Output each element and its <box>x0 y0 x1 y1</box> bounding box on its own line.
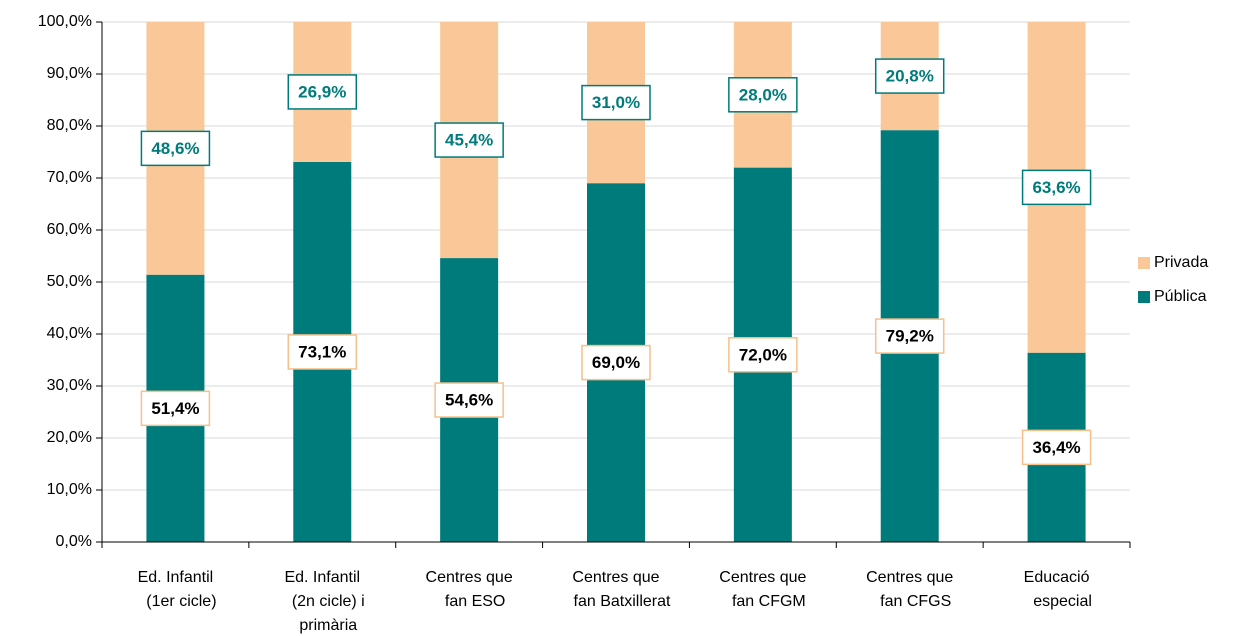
value-label: 26,9% <box>298 82 346 101</box>
value-label-box <box>728 77 798 113</box>
y-tick-label: 90,0% <box>47 65 92 82</box>
x-tick-label: Centres que fan CFGS <box>866 569 953 610</box>
x-tick-label: Centres que fan ESO <box>426 569 513 610</box>
y-tick-label: 70,0% <box>47 169 92 186</box>
value-label-box <box>140 130 211 167</box>
value-label: 36,4% <box>1032 438 1080 457</box>
legend-label: Privada <box>1154 254 1208 271</box>
value-label-box <box>287 334 358 370</box>
y-tick-label: 100,0% <box>38 13 92 30</box>
value-label-box <box>874 318 945 354</box>
value-label-box <box>1021 429 1092 466</box>
value-label: 79,2% <box>886 327 934 346</box>
legend-label: Pública <box>1154 288 1207 305</box>
value-label: 51,4% <box>151 399 199 418</box>
value-label-box <box>140 390 211 427</box>
value-label-box <box>874 58 945 94</box>
x-tick-label: Centres que fan Batxillerat <box>572 569 671 610</box>
value-label: 48,6% <box>151 139 199 158</box>
y-tick-label: 20,0% <box>47 429 92 446</box>
value-label: 72,0% <box>739 345 787 364</box>
x-tick-label: Centres que fan CFGM <box>719 569 806 610</box>
value-label: 54,6% <box>445 391 493 410</box>
value-label: 73,1% <box>298 342 346 361</box>
y-tick-label: 60,0% <box>47 221 92 238</box>
value-label-box <box>1021 169 1092 206</box>
x-tick-label: Ed. Infantil (1er cicle) <box>138 569 217 610</box>
value-label-box <box>581 344 651 381</box>
y-tick-label: 80,0% <box>47 117 92 134</box>
value-label: 45,4% <box>445 131 493 150</box>
value-label-box <box>581 84 651 121</box>
y-tick-label: 40,0% <box>47 325 92 342</box>
value-label: 31,0% <box>592 93 640 112</box>
value-label: 20,8% <box>886 67 934 86</box>
value-label: 63,6% <box>1032 178 1080 197</box>
y-tick-label: 50,0% <box>47 273 92 290</box>
x-tick-label: Ed. Infantil (2n cicle) i primària <box>284 569 364 634</box>
value-label-box <box>434 382 504 418</box>
value-label-box <box>728 337 798 373</box>
y-tick-label: 30,0% <box>47 377 92 394</box>
value-label-box <box>434 122 504 158</box>
legend-swatch <box>1138 291 1150 303</box>
x-tick-label: Educació especial <box>1024 569 1092 610</box>
value-label-box <box>287 74 358 110</box>
legend-swatch <box>1138 257 1150 269</box>
y-tick-label: 10,0% <box>47 481 92 498</box>
value-label: 69,0% <box>592 353 640 372</box>
value-label: 28,0% <box>739 85 787 104</box>
y-tick-label: 0,0% <box>56 533 92 550</box>
